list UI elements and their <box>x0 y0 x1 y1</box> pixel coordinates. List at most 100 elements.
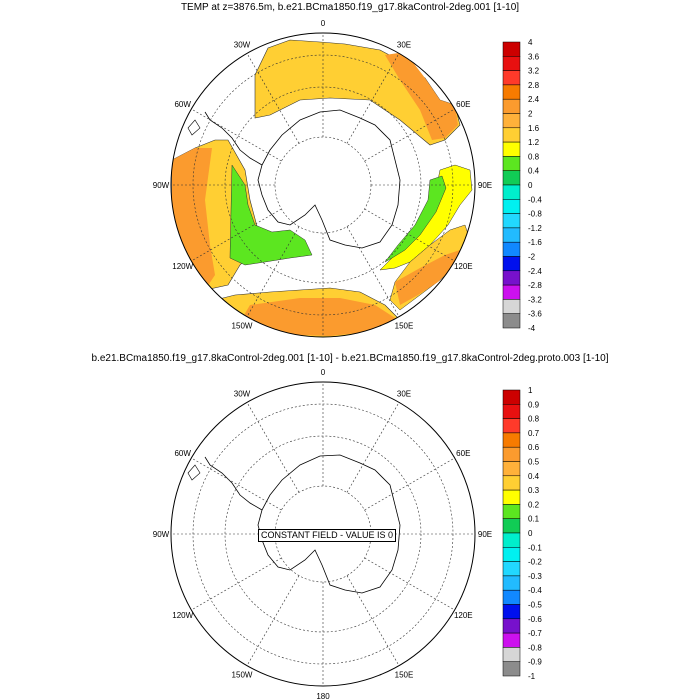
colorbar-swatch <box>502 98 521 114</box>
antarctic-peninsula <box>204 111 263 166</box>
colorbar-label: 0 <box>528 529 533 538</box>
meridian-line <box>346 402 400 493</box>
antarctic-peninsula <box>204 456 263 511</box>
colorbar-swatch <box>502 475 521 491</box>
colorbar-swatch <box>502 184 521 200</box>
colorbar-label: -0.5 <box>528 601 542 610</box>
colorbar-label: -0.3 <box>528 572 542 581</box>
colorbar-swatch <box>502 313 521 329</box>
colorbar-swatch <box>502 518 521 534</box>
colorbar-label: 2 <box>528 110 533 119</box>
colorbar: 1 0.9 0.8 0.7 0.6 0.5 0.4 0.3 0.2 0.1 0 -0.1 -0.2 -0.… <box>502 386 542 681</box>
colorbar-swatch <box>502 199 521 214</box>
longitude-label: 90E <box>478 530 492 539</box>
colorbar-label: 0.4 <box>528 472 540 481</box>
longitude-label: 0 <box>321 19 326 28</box>
colorbar-label: -1 <box>528 672 536 681</box>
meridian-line <box>246 402 300 493</box>
meridian-line <box>191 208 282 262</box>
colorbar-swatch <box>502 113 521 129</box>
temperature-field <box>171 39 473 337</box>
colorbar-swatch <box>502 661 521 677</box>
longitude-label: 120W <box>172 262 193 271</box>
colorbar-swatch <box>502 213 521 229</box>
colorbar-swatch <box>502 418 521 434</box>
colorbar-swatch <box>502 227 521 243</box>
colorbar-label: 3.6 <box>528 52 540 61</box>
meridian-line <box>364 457 455 511</box>
island-outline <box>187 119 201 136</box>
colorbar-label: 0.8 <box>528 415 540 424</box>
field-region-right-orange-dark <box>395 250 460 305</box>
meridians <box>171 33 475 337</box>
longitude-label: 150W <box>232 321 253 330</box>
longitude-label: 90W <box>153 181 170 190</box>
field-region-upper-dark <box>385 52 458 140</box>
meridian-line <box>364 557 455 611</box>
colorbar-label: -4 <box>528 324 536 333</box>
meridian-line <box>246 53 300 144</box>
colorbar-label: 0.5 <box>528 458 540 467</box>
meridian-line <box>364 208 455 262</box>
colorbar-swatch <box>502 504 521 519</box>
meridian-line <box>191 108 282 162</box>
colorbar-label: -0.7 <box>528 629 542 638</box>
antarctica-coastline <box>257 454 401 594</box>
map-boundary <box>170 32 476 338</box>
map-boundary <box>170 381 476 687</box>
colorbar-label: -0.1 <box>528 543 542 552</box>
colorbar-swatch <box>502 632 521 648</box>
field-region-green-left <box>229 164 313 266</box>
longitude-label: 120E <box>454 262 473 271</box>
colorbar-label: 0.6 <box>528 443 540 452</box>
colorbar-swatch <box>502 270 521 286</box>
colorbar-label: -1.2 <box>528 224 542 233</box>
colorbar-label: -3.6 <box>528 310 542 319</box>
colorbar-swatch <box>502 404 521 419</box>
colorbar-label: -0.8 <box>528 210 542 219</box>
colorbar-label: -2.8 <box>528 281 542 290</box>
longitude-label: 180 <box>316 692 330 700</box>
longitude-label: 60E <box>456 100 470 109</box>
colorbar-label: -0.4 <box>528 586 542 595</box>
colorbar-swatch <box>502 446 521 462</box>
colorbar-swatch <box>502 70 521 86</box>
longitude-label: 150E <box>395 670 414 679</box>
meridian-line <box>346 53 400 144</box>
colorbar-label: 2.4 <box>528 95 540 104</box>
longitude-label: 30E <box>397 41 411 50</box>
colorbar-swatch <box>502 647 521 662</box>
colorbar-swatch <box>502 84 521 100</box>
colorbar-swatch <box>502 432 521 448</box>
map-title-2: b.e21.BCma1850.f19_g17.8kaControl-2deg.0… <box>91 353 609 364</box>
colorbar-label: 0.7 <box>528 429 540 438</box>
colorbar-swatch <box>502 156 521 171</box>
meridian-line <box>364 108 455 162</box>
meridians <box>171 382 475 686</box>
longitude-label: 120W <box>172 611 193 620</box>
longitude-label: 120E <box>454 611 473 620</box>
colorbar: 4 3.6 3.2 2.8 2.4 2 1.6 1.2 0.8 0.4 0 -0.4 -0.8 -1.2 -… <box>502 38 542 333</box>
colorbar-label: 0.8 <box>528 152 540 161</box>
longitude-label: 90E <box>478 181 492 190</box>
colorbar-label: -0.8 <box>528 643 542 652</box>
colorbar-swatch <box>502 141 521 157</box>
meridian-line <box>246 575 300 666</box>
longitude-label: 30E <box>397 390 411 399</box>
colorbar-swatch <box>502 575 521 591</box>
island-outline <box>187 464 201 481</box>
colorbar-swatch <box>502 561 521 577</box>
colorbar-swatch <box>502 241 521 257</box>
colorbar-label: 3.2 <box>528 67 540 76</box>
polar-map-difference: 0 30E 60E 90E 120E 150E 180 150W 120W 90W 60W 30W 1… <box>153 368 543 700</box>
colorbar-swatch <box>502 532 521 548</box>
colorbar-swatch <box>502 618 521 634</box>
colorbar-label: -0.4 <box>528 195 542 204</box>
colorbar-swatch <box>502 547 521 562</box>
map-title-1: TEMP at z=3876.5m, b.e21.BCma1850.f19_g1… <box>180 2 520 13</box>
longitude-label: 30W <box>234 41 251 50</box>
meridian-line <box>346 226 400 317</box>
longitude-label: 30W <box>234 390 251 399</box>
